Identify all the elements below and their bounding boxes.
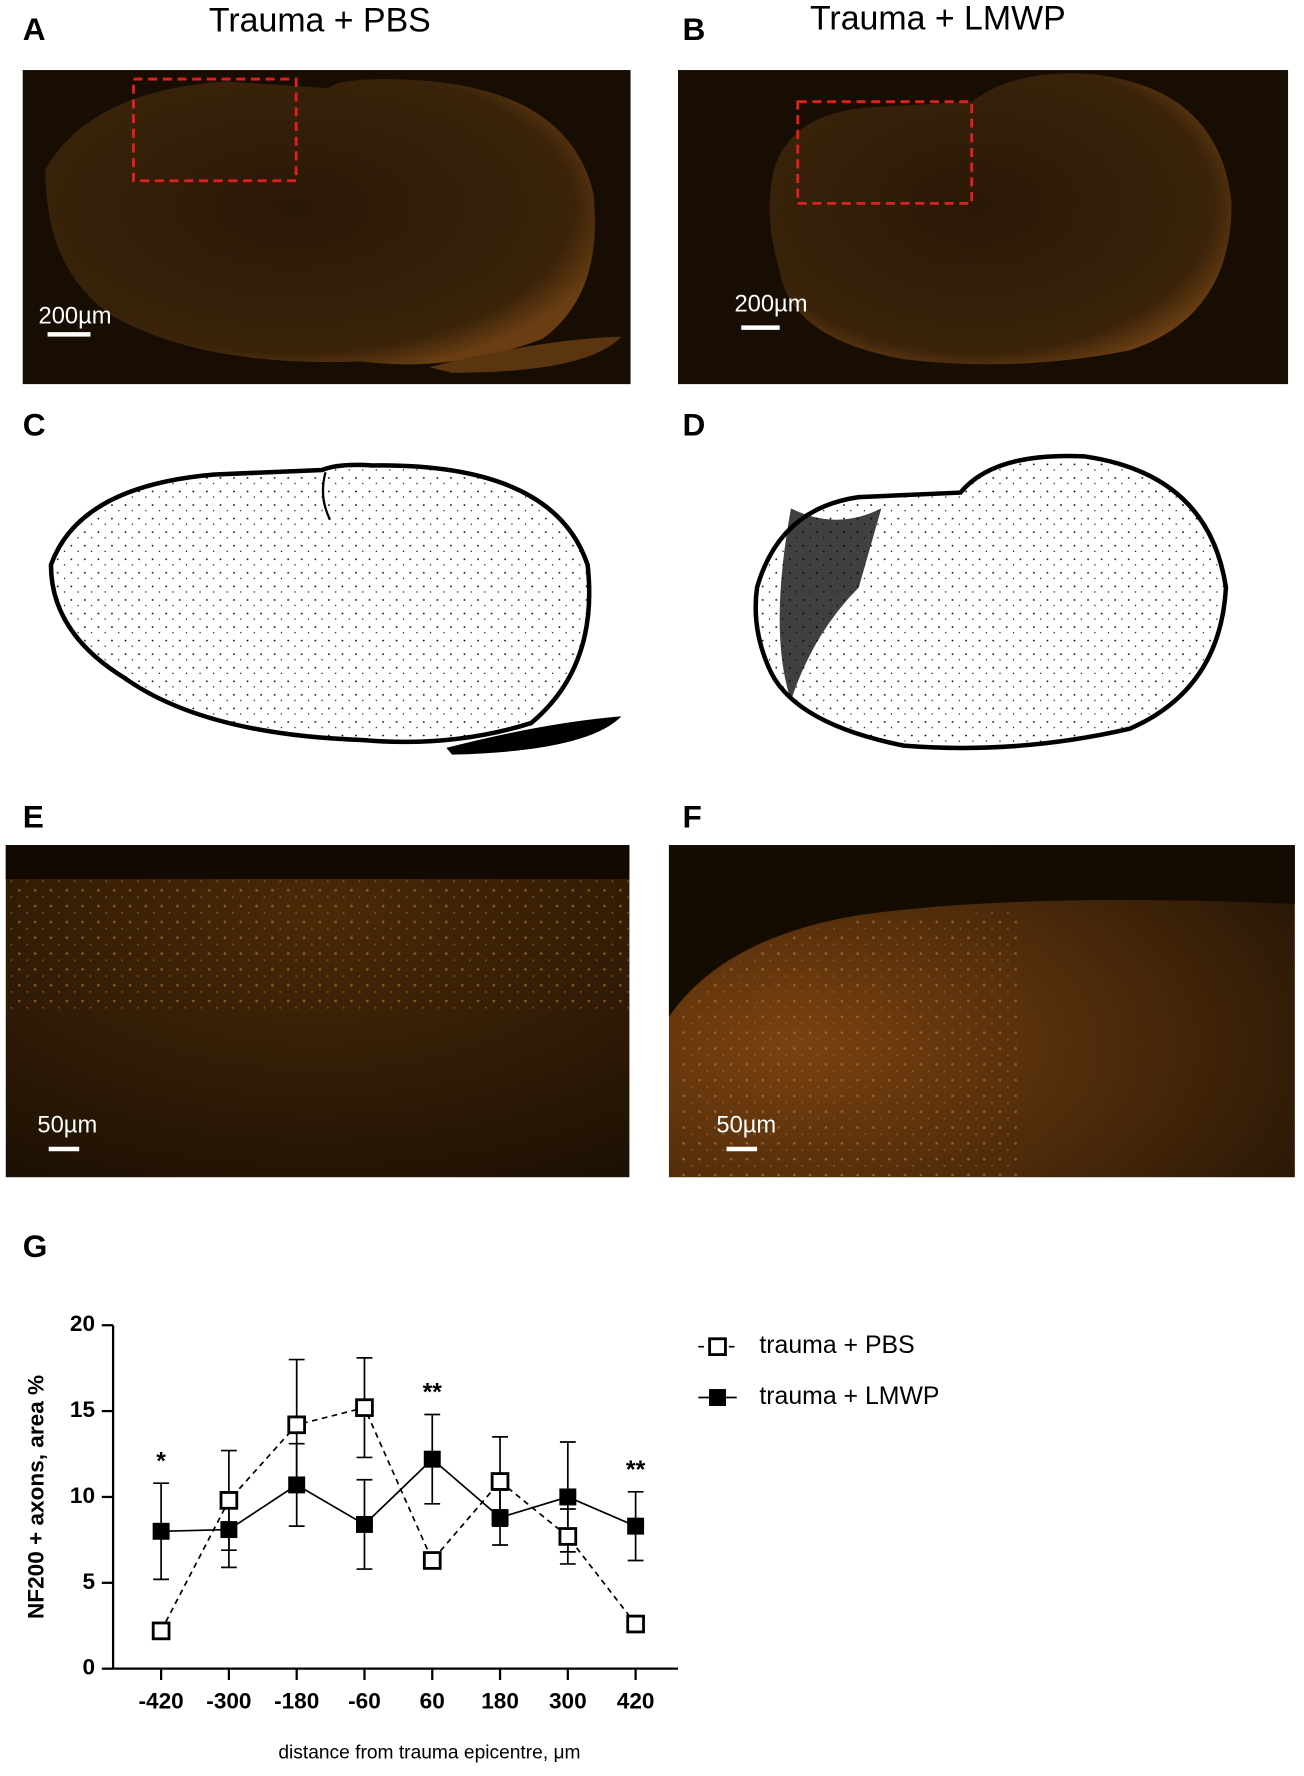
data-point [355,1398,374,1417]
data-point [491,1509,509,1527]
data-point [287,1415,307,1435]
data-point [559,1488,577,1506]
x-tick-label: -60 [348,1689,381,1714]
panel-label: C [23,406,46,442]
y-tick-label: 15 [70,1397,95,1422]
scale-bar-label: 50µm [716,1113,776,1139]
x-tick-label: -300 [206,1689,251,1714]
legend-label: trauma + PBS [759,1332,914,1359]
x-tick-label: 300 [549,1689,587,1714]
data-point [219,1491,239,1510]
data-point [220,1521,238,1539]
scale-bar-label: 200µm [734,291,807,317]
binary-c [48,462,622,755]
significance-annotation: * [156,1448,166,1475]
y-tick-label: 5 [82,1569,95,1594]
significance-annotation: ** [423,1380,443,1407]
panel-label: G [23,1228,48,1264]
data-point [356,1515,373,1533]
x-tick-label: -180 [274,1689,319,1714]
y-tick-label: 0 [82,1655,95,1680]
y-tick-label: 20 [70,1311,95,1336]
micrograph-f [668,845,1295,1178]
legend-label: trauma + LMWP [759,1383,939,1410]
x-axis-title: distance from trauma epicentre, μm [278,1742,580,1763]
x-tick-label: 60 [420,1689,445,1714]
data-point [626,1614,645,1634]
panel-title: Trauma + LMWP [810,0,1066,37]
data-point [152,1522,170,1540]
scale-bar-label: 200µm [39,304,112,330]
scale-bar-label: 50µm [37,1113,97,1139]
data-point [288,1476,306,1494]
legend-marker [708,1337,727,1357]
panel-title: Trauma + PBS [209,2,431,40]
panel-label: D [683,406,706,442]
x-tick-label: -420 [139,1689,184,1714]
x-tick-label: 180 [481,1689,519,1714]
panel-label: B [683,11,706,47]
significance-annotation: ** [626,1457,646,1484]
data-point [151,1621,171,1641]
data-point [490,1472,510,1491]
series-line [160,1406,637,1632]
micrograph-e [5,845,630,1178]
binary-d [753,453,1229,751]
data-point [627,1517,645,1535]
data-point [423,1450,441,1468]
y-axis-title: NF200 + axons, area % [23,1375,48,1619]
y-tick-label: 10 [70,1483,95,1508]
panel-label: E [23,798,44,834]
panel-label: F [683,798,702,834]
legend-marker [709,1389,726,1407]
micrograph-b [677,70,1289,385]
series-line [161,1458,636,1533]
panel-label: A [23,11,46,47]
line-chart: 0 5 10 15 20 -420 -300 -180 -60 60 180 300 420 distan… [23,1311,939,1763]
data-point [422,1551,442,1570]
x-tick-label: 420 [617,1689,655,1714]
data-point [558,1527,578,1546]
micrograph-a [22,70,631,385]
